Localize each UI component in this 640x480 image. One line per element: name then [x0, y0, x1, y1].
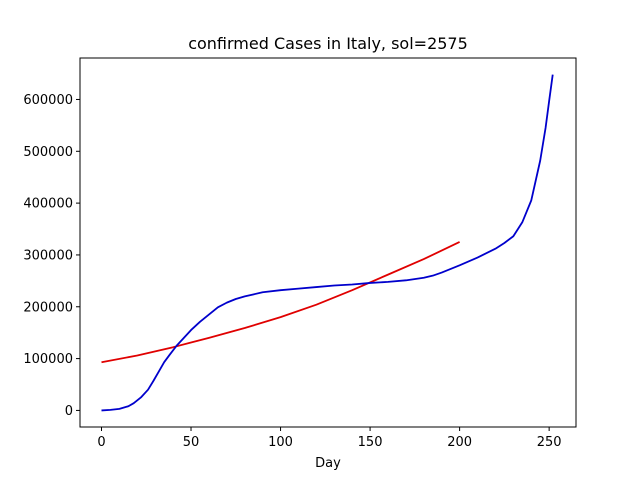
- plot-area: [101, 74, 554, 412]
- y-tick-label: 200000: [23, 300, 73, 315]
- x-tick-label: 150: [358, 435, 383, 450]
- x-tick-label: 100: [268, 435, 293, 450]
- x-tick-label: 200: [447, 435, 472, 450]
- x-axis-label: Day: [315, 456, 341, 471]
- y-tick-label: 300000: [23, 248, 73, 263]
- y-tick-label: 100000: [23, 352, 73, 367]
- x-tick-label: 0: [97, 435, 105, 450]
- x-tick-label: 50: [183, 435, 200, 450]
- chart-title: confirmed Cases in Italy, sol=2575: [188, 34, 468, 53]
- y-axis: 0 100000 200000 300000 400000 500000 600000: [23, 93, 80, 419]
- x-axis: 0 50 100 150 200 250: [97, 427, 562, 450]
- series-line-1: [101, 74, 554, 412]
- series-line-0: [101, 241, 460, 364]
- x-tick-label: 250: [537, 435, 562, 450]
- y-tick-label: 0: [65, 404, 73, 419]
- y-tick-label: 600000: [23, 93, 73, 108]
- plot-frame: [79, 57, 577, 428]
- y-tick-label: 500000: [23, 145, 73, 160]
- y-tick-label: 400000: [23, 197, 73, 212]
